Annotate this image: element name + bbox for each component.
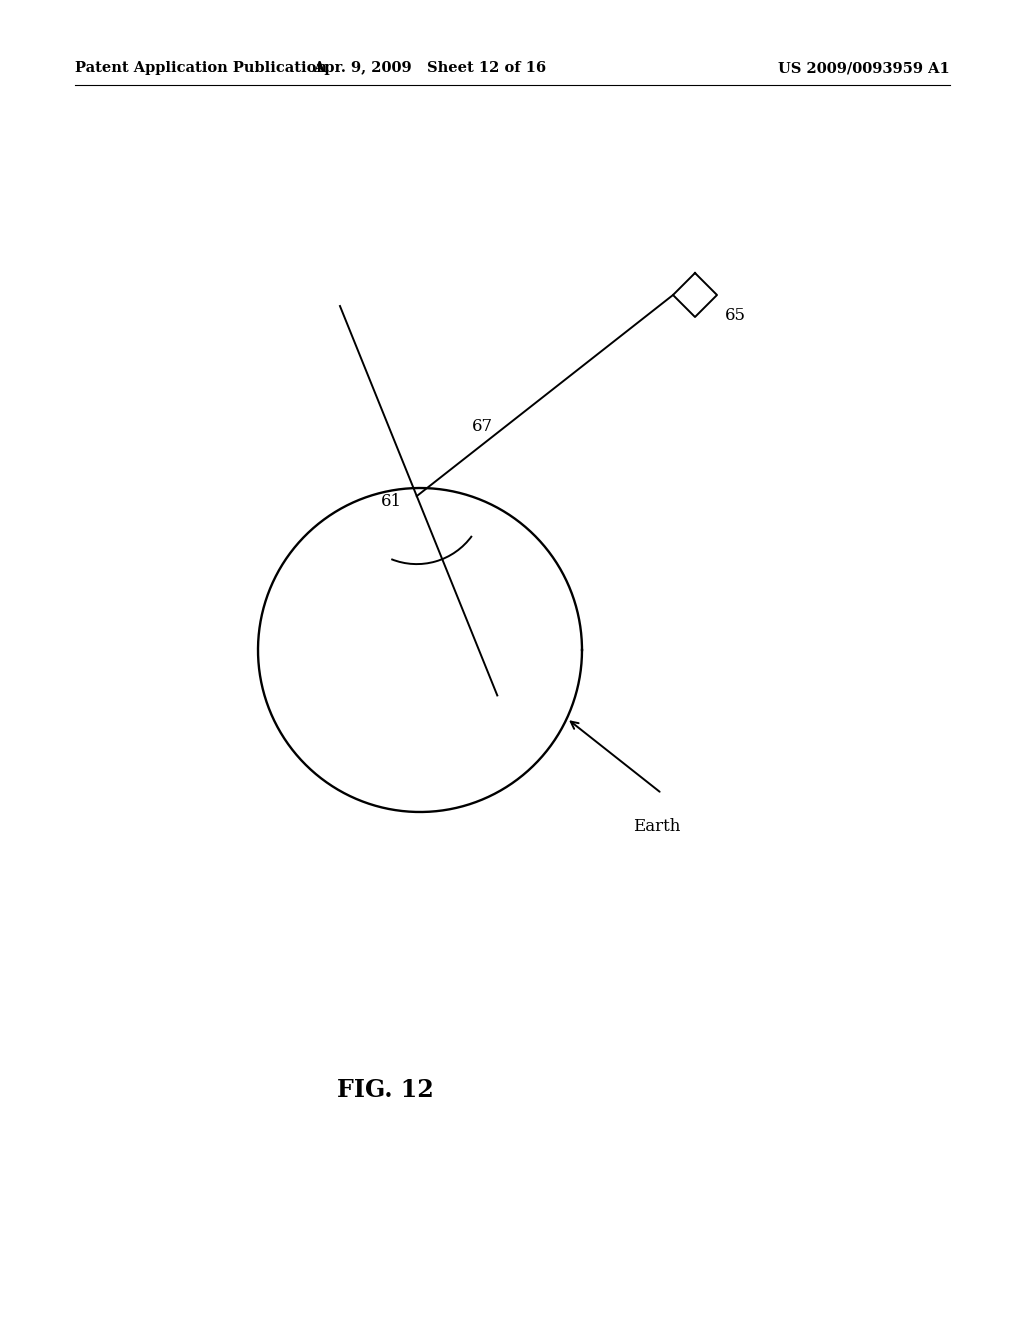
Text: 67: 67 <box>472 417 493 434</box>
Text: Earth: Earth <box>633 818 681 836</box>
Text: 65: 65 <box>725 306 746 323</box>
Text: Apr. 9, 2009   Sheet 12 of 16: Apr. 9, 2009 Sheet 12 of 16 <box>313 61 547 75</box>
Text: 61: 61 <box>381 492 401 510</box>
Text: Patent Application Publication: Patent Application Publication <box>75 61 327 75</box>
Text: FIG. 12: FIG. 12 <box>337 1078 433 1102</box>
Text: US 2009/0093959 A1: US 2009/0093959 A1 <box>778 61 950 75</box>
